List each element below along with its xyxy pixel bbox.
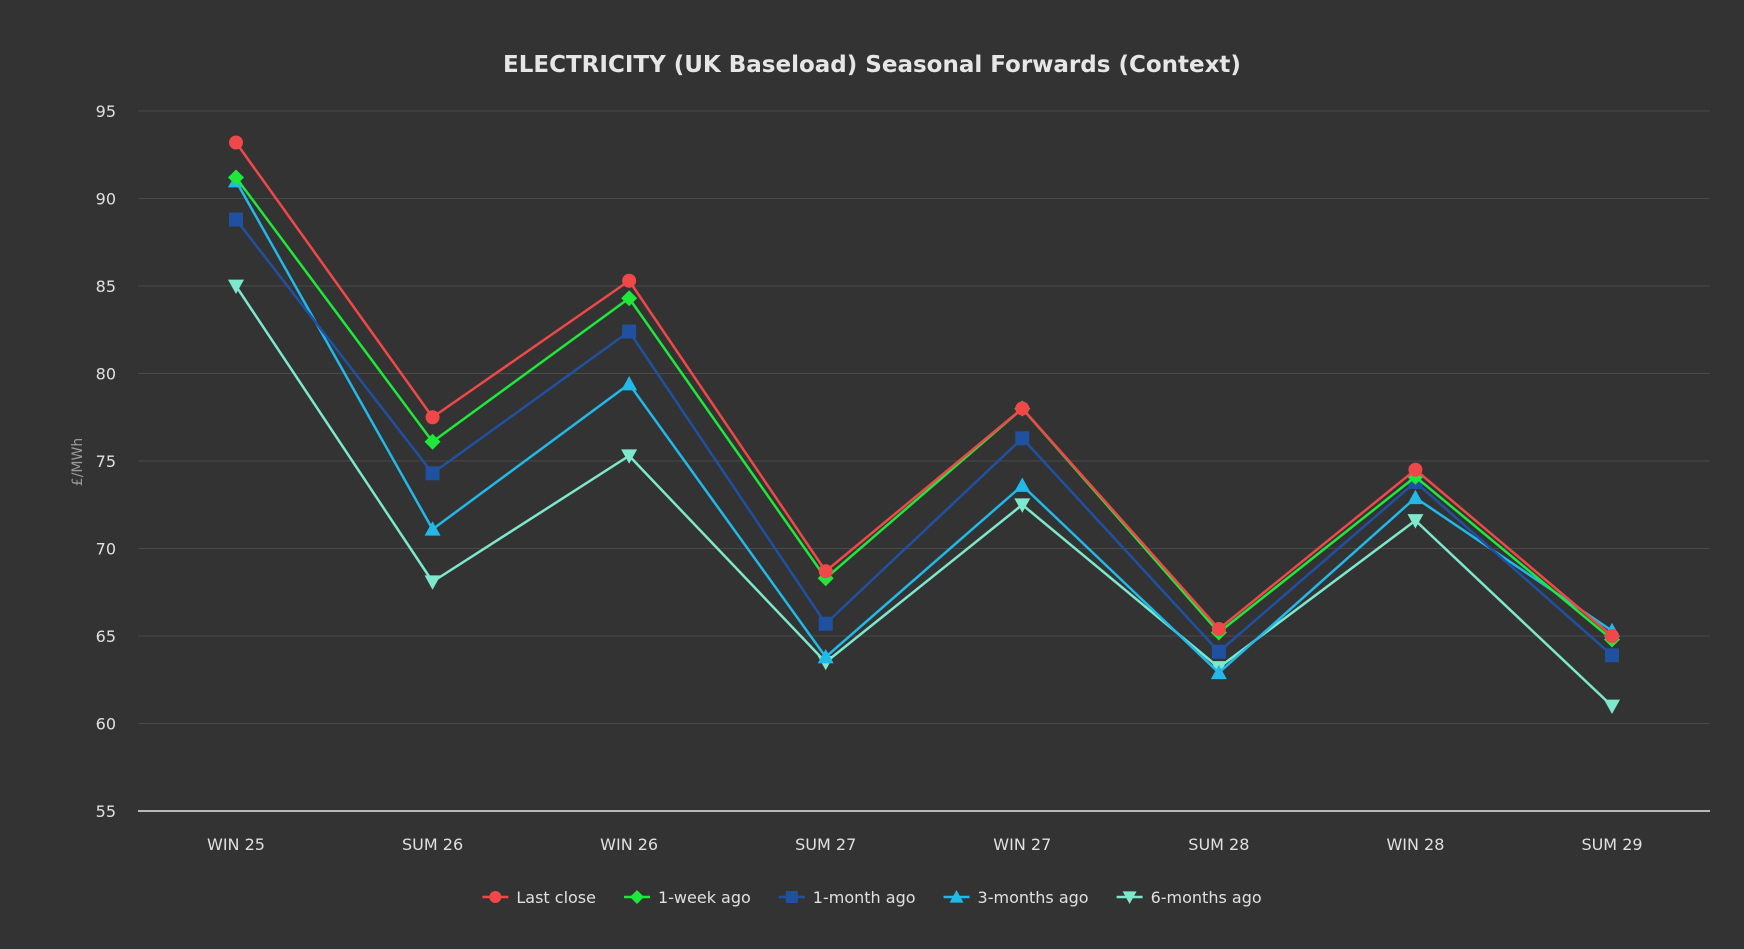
data-point-last-close-sum-27 (818, 564, 833, 579)
legend-marker-1-week-ago (629, 890, 644, 904)
data-point-1-month-ago-sum-29 (1605, 648, 1619, 663)
data-point-1-week-ago-win-25 (228, 169, 244, 186)
y-tick-label-75: 75 (96, 452, 116, 471)
series-6-months-ago (228, 279, 1620, 714)
data-point-3-months-ago-win-28 (1407, 489, 1424, 505)
legend-item-1-month-ago[interactable]: 1-month ago (778, 888, 916, 907)
legend-item-1-week-ago[interactable]: 1-week ago (623, 888, 751, 907)
series-line-1-week-ago (234, 176, 1613, 641)
data-point-last-close-sum-29 (1605, 629, 1619, 643)
y-axis-title: £/MWh (70, 438, 86, 486)
y-tick-label-70: 70 (96, 540, 116, 559)
x-tick-label-sum-29: SUM 29 (1581, 835, 1642, 854)
data-point-last-close-win-28 (1408, 462, 1423, 477)
data-point-1-month-ago-sum-26 (425, 466, 440, 481)
legend-marker-1-month-ago (785, 891, 798, 903)
x-tick-label-sum-26: SUM 26 (402, 835, 463, 854)
legend-item-6-months-ago[interactable]: 6-months ago (1116, 888, 1262, 907)
y-axis-ticks: 55 60 65 70 75 80 85 90 95 (96, 102, 116, 821)
y-tick-label-80: 80 (96, 365, 116, 384)
series-1-month-ago (229, 212, 1619, 663)
data-point-6-months-ago-win-25 (228, 279, 244, 294)
x-tick-label-sum-28: SUM 28 (1188, 835, 1249, 854)
legend-label-last-close: Last close (516, 888, 596, 907)
data-point-1-month-ago-sum-28 (1211, 644, 1226, 659)
series-line-6-months-ago (234, 285, 1613, 707)
data-point-6-months-ago-win-26 (621, 449, 638, 464)
data-point-1-month-ago-sum-27 (818, 616, 833, 631)
series-lines (228, 135, 1620, 714)
chart-title: ELECTRICITY (UK Baseload) Seasonal Forwa… (503, 52, 1241, 78)
grid-lines (138, 110, 1710, 812)
y-tick-label-90: 90 (96, 190, 116, 209)
y-tick-label-55: 55 (96, 802, 116, 821)
x-tick-label-win-28: WIN 28 (1386, 835, 1444, 854)
data-point-last-close-win-27 (1015, 401, 1030, 416)
data-point-1-month-ago-win-25 (229, 212, 243, 227)
legend-marker-3-months-ago (949, 890, 964, 903)
legend-marker-6-months-ago (1122, 891, 1137, 904)
y-tick-label-95: 95 (96, 102, 116, 121)
data-point-3-months-ago-sum-28 (1210, 664, 1227, 680)
legend-item-last-close[interactable]: Last close (482, 888, 596, 907)
data-point-6-months-ago-sum-26 (424, 575, 441, 590)
data-point-last-close-sum-26 (425, 410, 440, 425)
data-point-3-months-ago-sum-26 (424, 521, 441, 536)
x-tick-label-sum-27: SUM 27 (795, 835, 856, 854)
x-axis-ticks: WIN 25 SUM 26 WIN 26 SUM 27 WIN 27 SUM 28 WIN … (207, 835, 1643, 854)
y-tick-label-85: 85 (96, 277, 116, 296)
data-point-1-week-ago-win-26 (621, 290, 638, 307)
x-tick-label-win-26: WIN 26 (600, 835, 658, 854)
legend-item-3-months-ago[interactable]: 3-months ago (943, 888, 1089, 907)
data-point-1-week-ago-sum-26 (424, 433, 441, 450)
data-point-6-months-ago-win-28 (1407, 514, 1424, 529)
series-line-1-month-ago (235, 218, 1613, 657)
series-last-close (229, 135, 1619, 643)
series-line-last-close (234, 141, 1613, 637)
legend-label-6-months-ago: 6-months ago (1151, 888, 1262, 907)
y-tick-label-65: 65 (96, 627, 116, 646)
y-tick-label-60: 60 (96, 715, 116, 734)
data-point-6-months-ago-sum-29 (1604, 699, 1620, 714)
data-point-3-months-ago-win-26 (621, 376, 638, 391)
legend-label-1-month-ago: 1-month ago (813, 888, 916, 907)
legend-label-3-months-ago: 3-months ago (978, 888, 1089, 907)
legend-label-1-week-ago: 1-week ago (658, 888, 751, 907)
series-3-months-ago (228, 173, 1620, 680)
legend-marker-last-close (489, 891, 502, 903)
data-point-last-close-win-26 (622, 273, 637, 288)
data-point-last-close-win-25 (229, 135, 243, 150)
data-point-1-month-ago-win-26 (622, 324, 637, 339)
data-point-6-months-ago-win-27 (1014, 498, 1031, 513)
legend: Last close 1-week ago 1-month ago 3-months … (482, 888, 1262, 907)
data-point-last-close-sum-28 (1211, 622, 1226, 636)
data-point-1-month-ago-win-27 (1015, 431, 1030, 446)
x-tick-label-win-27: WIN 27 (993, 835, 1051, 854)
x-tick-label-win-25: WIN 25 (207, 835, 265, 854)
series-line-3-months-ago (234, 180, 1613, 674)
data-point-3-months-ago-win-27 (1014, 477, 1031, 492)
data-point-3-months-ago-sum-27 (817, 649, 834, 664)
